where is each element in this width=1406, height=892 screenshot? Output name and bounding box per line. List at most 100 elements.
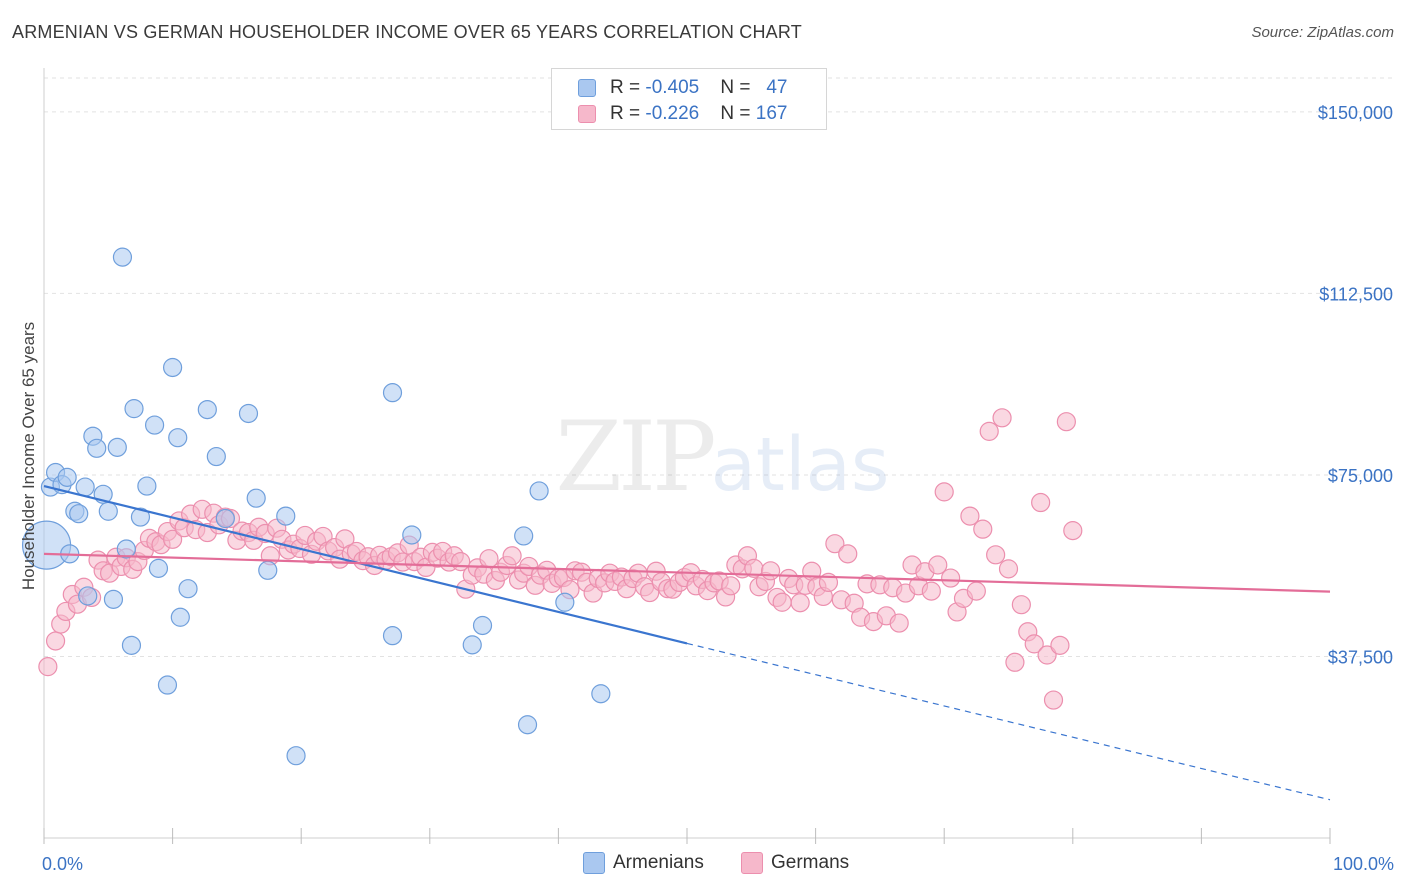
armenians-point: [206, 446, 226, 467]
armenians-point: [591, 684, 611, 704]
germans-point: [966, 581, 986, 601]
legend-r-label: R =: [610, 103, 646, 124]
armenians-points: [21, 247, 611, 766]
armenians-point: [163, 357, 183, 378]
legend-r-value: -0.405: [645, 77, 700, 98]
tick-labels: $37,500 $75,000 $112,500 $150,000 0.0% 100.0%: [42, 103, 1394, 874]
y-tick-label: $37,500: [1328, 647, 1393, 667]
armenians-point: [75, 477, 95, 497]
x-tick-label: 100.0%: [1333, 854, 1394, 874]
germans-point: [721, 576, 741, 596]
germans-point: [973, 519, 993, 539]
armenians-point: [103, 589, 124, 609]
germans-point: [1050, 635, 1070, 655]
armenians-point: [382, 383, 403, 403]
armenians-point: [197, 399, 217, 420]
armenians-point: [238, 403, 259, 424]
stats-legend: R = -0.405 N = 47 R = -0.226 N = 167: [551, 68, 827, 130]
germans-point: [1024, 634, 1044, 654]
legend-r-value: -0.226: [645, 103, 700, 124]
source-label: Source: ZipAtlas.com: [1251, 24, 1394, 41]
legend-n-value: 167: [755, 103, 788, 124]
germans-point: [1063, 521, 1083, 541]
legend-item-germans[interactable]: Germans: [741, 852, 849, 874]
armenians-point: [215, 508, 235, 529]
germans-point: [760, 561, 781, 581]
armenians-point: [168, 428, 188, 448]
germans-point: [1043, 690, 1064, 710]
armenians-trend-line: [43, 485, 688, 645]
germans-point: [790, 593, 810, 613]
armenians-point: [555, 592, 575, 612]
watermark: ZIP atlas: [555, 401, 889, 513]
legend-label-germans: Germans: [771, 852, 850, 874]
germans-point: [941, 568, 961, 588]
watermark-atlas: atlas: [711, 422, 890, 508]
germans-point: [960, 506, 980, 526]
armenians-swatch: [578, 79, 596, 97]
armenians-point: [529, 481, 549, 501]
armenians-point: [130, 507, 151, 527]
germans-point: [502, 546, 522, 566]
x-tick-label: 0.0%: [42, 854, 83, 874]
germans-point: [992, 408, 1012, 428]
germans-point: [979, 421, 999, 441]
germans-point: [45, 631, 66, 651]
armenians-point: [137, 476, 157, 496]
armenians-point: [78, 586, 98, 606]
germans-point: [1005, 652, 1025, 672]
armenians-point: [124, 399, 144, 419]
germans-point: [998, 559, 1019, 579]
armenians-point: [514, 526, 534, 546]
legend-n-label: N =: [720, 77, 756, 98]
armenians-point: [148, 558, 169, 578]
germans-point: [921, 581, 941, 601]
trend-lines: [43, 485, 1331, 801]
armenians-point: [276, 506, 296, 526]
germans-point: [928, 555, 948, 575]
y-axis-title: Householder Income Over 65 years: [19, 322, 38, 590]
armenians-point: [144, 415, 165, 435]
armenians-point: [258, 560, 278, 580]
germans-point: [986, 545, 1006, 565]
grid-lines: [44, 77, 1396, 657]
germans-point: [934, 482, 954, 502]
chart-title: ARMENIAN VS GERMAN HOUSEHOLDER INCOME OV…: [12, 22, 802, 42]
germans-point: [1031, 492, 1051, 513]
germans-point: [1011, 595, 1031, 615]
y-tick-label: $150,000: [1318, 103, 1393, 123]
armenians-point: [170, 607, 190, 627]
armenians-point: [462, 635, 482, 655]
armenians-point: [286, 746, 306, 766]
armenians-point: [517, 715, 538, 735]
legend-item-armenians[interactable]: Armenians: [583, 852, 704, 874]
armenians-point: [98, 501, 118, 521]
y-tick-label: $75,000: [1328, 466, 1393, 486]
armenians-point: [121, 635, 142, 655]
germans-swatch: [578, 105, 596, 123]
germans-point: [825, 534, 845, 554]
legend-n-label: N =: [720, 103, 756, 124]
armenians-point: [87, 438, 107, 458]
armenians-point: [178, 579, 198, 599]
watermark-zip: ZIP: [555, 401, 714, 513]
armenians-point: [402, 525, 422, 545]
legend-n-value: 47: [766, 77, 788, 98]
armenians-point: [107, 437, 127, 457]
armenians-point: [112, 247, 133, 267]
germans-point: [838, 544, 858, 564]
germans-point: [163, 529, 183, 549]
armenians-point: [382, 626, 403, 646]
legend-label-armenians: Armenians: [613, 852, 704, 874]
armenians-point: [116, 539, 136, 559]
germans-trend-line: [43, 552, 1331, 593]
germans-point: [889, 613, 909, 633]
armenians-point: [246, 488, 266, 508]
germans-swatch: [741, 852, 763, 874]
germans-point: [772, 592, 792, 612]
armenians-point: [157, 675, 178, 695]
y-tick-label: $112,500: [1319, 284, 1393, 304]
armenians-swatch: [583, 852, 605, 874]
armenians-trend-extension: [686, 642, 1331, 801]
